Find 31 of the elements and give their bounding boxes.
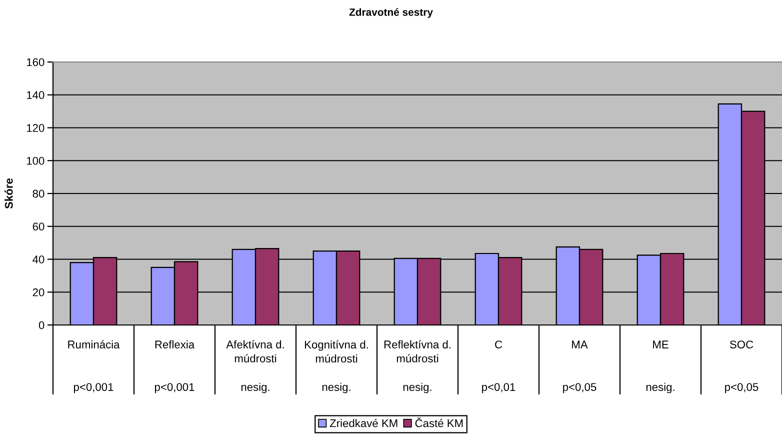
- y-tick-label: 80: [32, 190, 44, 198]
- y-tick-label: 160: [26, 58, 44, 66]
- x-tick-label: Kognitívna d. múdrosti: [304, 340, 368, 363]
- text: p<0,05: [725, 383, 758, 394]
- y-tick-label: 140: [26, 91, 44, 100]
- x-tick-label: MA: [572, 340, 588, 348]
- y-tick-label: 100: [26, 156, 44, 165]
- text: nesig.: [403, 382, 432, 394]
- y-tick-label: 40: [32, 256, 44, 264]
- x-tick-label: Reflektívna d. múdrosti: [384, 340, 450, 362]
- text: p<0,001: [154, 383, 194, 394]
- y-tick-label: 120: [26, 124, 44, 132]
- x-tick-label: SOC: [730, 340, 754, 348]
- x-tick-label: C: [495, 340, 502, 348]
- y-tick-label: 60: [32, 222, 44, 231]
- text: nesig.: [241, 382, 270, 394]
- x-tick-label: Afektívna d. múdrosti: [226, 340, 284, 362]
- text: p<0,01: [482, 383, 516, 394]
- text: p<0,05: [563, 383, 596, 394]
- x-tick-label: Reflexia: [155, 340, 195, 348]
- x-tick-label: Ruminácia: [68, 340, 120, 348]
- text: nesig.: [646, 382, 674, 394]
- y-tick-label: 0: [38, 321, 44, 330]
- y-axis-title: Skóre: [4, 178, 13, 209]
- y-tick-label: 20: [32, 288, 44, 296]
- legend-label: Zriedkavé KM: [330, 418, 398, 428]
- x-tick-label: ME: [653, 340, 668, 348]
- chart-title: Zdravotné sestry: [349, 8, 433, 18]
- text: p<0,001: [74, 383, 114, 394]
- legend-label: Časté KM: [415, 417, 463, 428]
- text: nesig.: [322, 382, 350, 394]
